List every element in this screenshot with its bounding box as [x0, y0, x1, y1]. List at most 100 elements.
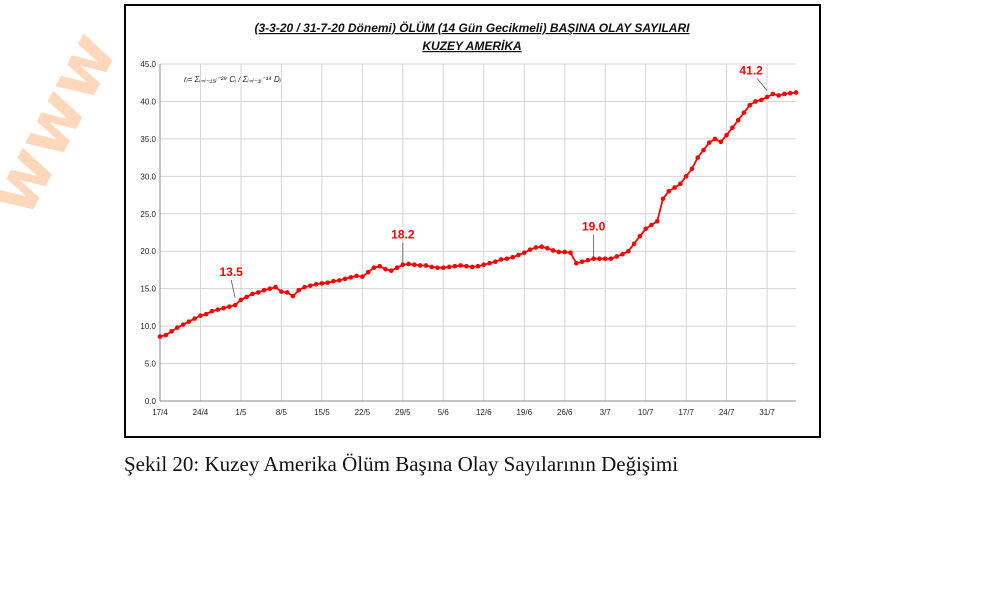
data-point	[192, 316, 197, 321]
data-point	[400, 262, 406, 268]
x-tick-label: 1/5	[235, 408, 247, 417]
data-point	[157, 334, 163, 339]
data-point	[521, 250, 527, 256]
data-point	[215, 307, 221, 312]
data-point	[475, 263, 481, 269]
chart-frame: (3-3-20 / 31-7-20 Dönemi) ÖLÜM (14 Gün G…	[124, 4, 821, 438]
data-point	[730, 125, 735, 130]
data-point	[591, 256, 596, 262]
data-point	[441, 265, 446, 270]
data-point	[724, 132, 729, 138]
data-point	[383, 266, 388, 272]
data-point	[597, 256, 602, 262]
data-point	[336, 278, 342, 283]
data-point	[545, 245, 550, 251]
data-point	[186, 319, 192, 324]
data-point	[163, 332, 169, 338]
data-point	[319, 281, 325, 286]
data-point	[516, 252, 521, 258]
data-point	[764, 94, 770, 100]
figure-caption: Şekil 20: Kuzey Amerika Ölüm Başına Olay…	[124, 452, 679, 476]
data-point	[533, 245, 539, 250]
data-point	[620, 251, 625, 257]
data-point	[238, 297, 244, 303]
data-point	[458, 263, 463, 268]
y-tick-label: 0.0	[145, 397, 157, 406]
data-point	[365, 269, 371, 275]
data-point	[284, 290, 290, 295]
chart-title: (3-3-20 / 31-7-20 Dönemi) ÖLÜM (14 Gün G…	[255, 20, 691, 35]
data-point	[481, 262, 487, 268]
x-tick-label: 12/6	[476, 408, 492, 417]
y-tick-label: 5.0	[145, 360, 157, 369]
data-point	[585, 257, 591, 263]
y-tick-label: 10.0	[140, 322, 156, 331]
x-tick-label: 5/6	[438, 408, 450, 417]
data-point	[539, 244, 544, 250]
annotations: 13.5 18.2 19.0 41.2	[219, 63, 768, 298]
data-point	[464, 263, 469, 269]
data-point	[747, 102, 753, 108]
annotation-leader	[756, 78, 768, 91]
data-point	[782, 91, 787, 97]
data-point	[753, 99, 758, 104]
x-tick-label: 29/5	[395, 408, 411, 417]
data-point	[175, 325, 180, 330]
data-point	[793, 90, 799, 95]
grid	[159, 63, 796, 402]
annotation-leader	[230, 279, 236, 298]
y-tick-label: 25.0	[140, 210, 156, 219]
data-point	[608, 256, 614, 262]
data-point	[255, 290, 261, 295]
data-point	[308, 283, 313, 288]
y-tick-label: 45.0	[140, 60, 156, 69]
annotation-label: 19.0	[582, 220, 606, 234]
data-point	[244, 294, 250, 300]
data-point	[510, 254, 515, 260]
data-point	[371, 265, 377, 270]
data-point	[429, 264, 435, 270]
y-tick-label: 35.0	[140, 135, 156, 144]
data-point	[643, 226, 648, 232]
annotation-label: 41.2	[739, 63, 763, 77]
watermark: www	[0, 18, 134, 229]
x-tick-label: 24/7	[719, 408, 735, 417]
data-point	[637, 233, 643, 239]
annotation-label: 13.5	[219, 265, 243, 279]
data-point	[261, 287, 267, 293]
data-point	[203, 311, 209, 317]
y-tick-label: 15.0	[140, 285, 156, 294]
x-tick-label: 8/5	[276, 408, 288, 417]
data-point	[649, 222, 654, 228]
data-point	[579, 259, 585, 265]
x-tick-label: 31/7	[759, 408, 775, 417]
data-point	[209, 308, 215, 314]
data-point	[296, 287, 302, 293]
data-point	[198, 313, 203, 318]
data-point	[568, 250, 573, 256]
x-tick-label: 26/6	[557, 408, 573, 417]
data-point	[759, 97, 764, 103]
data-point	[683, 174, 689, 179]
data-point	[417, 263, 423, 268]
y-tick-label: 20.0	[140, 247, 156, 256]
data-point	[631, 241, 637, 247]
data-point	[325, 280, 330, 285]
data-point	[227, 304, 232, 309]
data-point	[556, 249, 562, 255]
data-point	[250, 291, 255, 297]
data-point	[452, 263, 458, 269]
data-point	[776, 93, 781, 98]
data-point	[435, 265, 440, 270]
x-tick-label: 17/7	[678, 408, 694, 417]
data-point	[695, 155, 701, 160]
data-point	[313, 281, 319, 287]
chart-subtitle: KUZEY AMERİKA	[422, 38, 521, 53]
y-tick-label: 30.0	[140, 172, 156, 181]
data-point	[267, 286, 273, 291]
data-point	[550, 248, 556, 253]
data-point	[273, 284, 278, 290]
formula-text: rᵢ= Σᵢ₌ᵢ₋₁₅ᵢ⁻²⁹ Cᵢ / Σᵢ₌ᵢ₋₁ᵢ⁻¹⁴ Dᵢ	[184, 75, 282, 84]
data-point	[504, 256, 510, 262]
data-point	[221, 305, 226, 311]
